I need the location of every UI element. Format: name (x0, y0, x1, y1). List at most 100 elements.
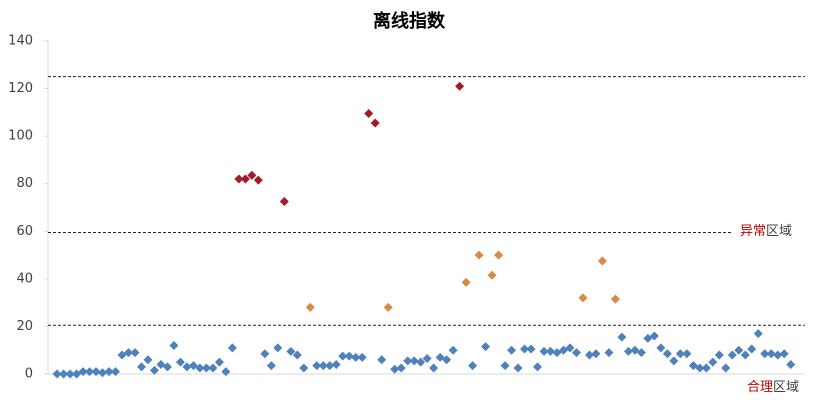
y-tick-label: 80 (16, 176, 33, 191)
point (59, 369, 69, 379)
point (604, 348, 614, 358)
point (305, 302, 315, 312)
y-tick-label: 0 (25, 367, 33, 382)
annotation-normal: 合理区域 (747, 380, 799, 395)
point (597, 256, 607, 266)
point (714, 350, 724, 360)
point (539, 346, 549, 356)
point (383, 302, 393, 312)
point (591, 349, 601, 359)
point (779, 349, 789, 359)
y-tick-label: 60 (16, 224, 33, 239)
point (701, 363, 711, 373)
point (201, 363, 211, 373)
point (78, 367, 88, 377)
y-tick-label: 120 (8, 81, 33, 96)
point (649, 331, 659, 341)
point (500, 361, 510, 371)
point (195, 363, 205, 373)
point (104, 367, 114, 377)
point (390, 364, 400, 374)
y-tick-label: 140 (8, 34, 33, 49)
point (669, 356, 679, 366)
point (773, 350, 783, 360)
point (409, 356, 419, 366)
point (208, 363, 218, 373)
annotation-part: 合理 (747, 380, 773, 395)
point (370, 118, 380, 128)
point (364, 109, 374, 119)
point (182, 362, 192, 372)
point (474, 250, 484, 260)
point (149, 365, 159, 375)
point (584, 350, 594, 360)
point (520, 344, 530, 354)
point (344, 351, 354, 361)
point (708, 357, 718, 367)
point (662, 349, 672, 359)
point (357, 352, 367, 362)
point (727, 350, 737, 360)
y-tick-label: 40 (16, 271, 33, 286)
point (786, 359, 796, 369)
point (331, 359, 341, 369)
point (416, 357, 426, 367)
point (279, 197, 289, 207)
point (546, 346, 556, 356)
point (377, 355, 387, 365)
point (247, 170, 257, 180)
point (292, 350, 302, 360)
point (487, 270, 497, 280)
point (91, 367, 101, 377)
annotation-abnormal: 异常区域 (740, 224, 792, 239)
point (721, 363, 731, 373)
point (266, 361, 276, 371)
point (85, 367, 95, 377)
point (675, 349, 685, 359)
point (422, 354, 432, 364)
point (351, 352, 361, 362)
point (740, 350, 750, 360)
point (494, 250, 504, 260)
point (623, 346, 633, 356)
annotation-part: 区域 (773, 380, 799, 395)
chart-title: 离线指数 (373, 10, 446, 32)
point (571, 348, 581, 358)
point (578, 293, 588, 303)
point (734, 345, 744, 355)
point (461, 277, 471, 287)
point (656, 343, 666, 353)
point (227, 343, 237, 353)
point (565, 343, 575, 353)
point (338, 351, 348, 361)
point (52, 369, 62, 379)
point (636, 348, 646, 358)
annotation-part: 异常 (740, 224, 766, 239)
point (682, 349, 692, 359)
point (617, 332, 627, 342)
point (273, 343, 283, 353)
point (214, 357, 224, 367)
point (695, 363, 705, 373)
point (481, 342, 491, 352)
point (299, 363, 309, 373)
point (533, 362, 543, 372)
point (240, 174, 250, 184)
point (442, 355, 452, 365)
point (753, 329, 763, 339)
point (747, 344, 757, 354)
y-tick-label: 100 (8, 129, 33, 144)
point (455, 81, 465, 91)
point (468, 361, 478, 371)
point (766, 349, 776, 359)
point (403, 356, 413, 366)
point (98, 368, 108, 378)
point (136, 362, 146, 372)
point (111, 367, 121, 377)
point (124, 348, 134, 358)
point (507, 345, 517, 355)
point (429, 363, 439, 373)
point (175, 357, 185, 367)
point (325, 361, 335, 371)
